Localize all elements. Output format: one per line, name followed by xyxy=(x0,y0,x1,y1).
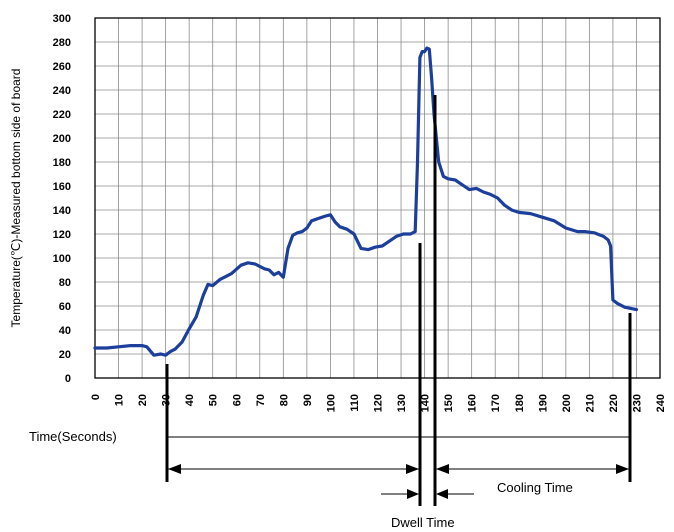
chart-grid xyxy=(94,17,661,379)
y-axis-label: Temperature(℃)-Measured bottom side of b… xyxy=(9,69,23,328)
y-tick-label: 240 xyxy=(53,85,71,97)
y-axis-tick-labels: 0 20 40 60 80 100 120 140 160 180 200 220 240 260 280 3… xyxy=(53,13,71,385)
x-tick-label: 150 xyxy=(443,394,455,412)
y-tick-label: 60 xyxy=(59,301,71,313)
x-tick-label: 50 xyxy=(208,394,220,406)
x-tick-label: 200 xyxy=(561,394,573,412)
dwell-time-label: Dwell Time xyxy=(391,515,455,530)
x-tick-label: 90 xyxy=(302,394,314,406)
time-seconds-label: Time(Seconds) xyxy=(29,429,117,444)
cooling-time-label: Cooling Time xyxy=(497,480,573,495)
x-tick-label: 120 xyxy=(373,394,385,412)
dwell-left-arrow xyxy=(381,489,419,499)
x-tick-label: 170 xyxy=(490,394,502,412)
x-axis-tick-labels: 0102030405060708090100110120130140150160… xyxy=(90,394,667,412)
x-tick-label: 180 xyxy=(514,394,526,412)
y-tick-label: 20 xyxy=(59,349,71,361)
x-tick-label: 210 xyxy=(584,394,596,412)
y-tick-label: 40 xyxy=(59,325,71,337)
y-tick-label: 200 xyxy=(53,133,71,145)
x-tick-label: 240 xyxy=(655,394,667,412)
y-tick-label: 0 xyxy=(65,373,71,385)
x-tick-label: 190 xyxy=(537,394,549,412)
x-tick-label: 40 xyxy=(184,394,196,406)
y-tick-label: 100 xyxy=(53,253,71,265)
heating-time-arrow xyxy=(168,464,419,474)
x-tick-label: 230 xyxy=(631,394,643,412)
y-tick-label: 300 xyxy=(53,13,71,25)
x-tick-label: 80 xyxy=(278,394,290,406)
x-tick-label: 60 xyxy=(231,394,243,406)
x-tick-label: 140 xyxy=(420,394,432,412)
x-tick-label: 100 xyxy=(325,394,337,412)
x-tick-label: 10 xyxy=(114,394,126,406)
y-tick-label: 160 xyxy=(53,181,71,193)
y-tick-label: 120 xyxy=(53,229,71,241)
x-tick-label: 160 xyxy=(467,394,479,412)
x-tick-label: 20 xyxy=(137,394,149,406)
temperature-curve xyxy=(93,46,639,357)
y-tick-label: 220 xyxy=(53,109,71,121)
y-tick-label: 140 xyxy=(53,205,71,217)
dwell-right-arrow xyxy=(436,489,474,499)
x-tick-label: 0 xyxy=(90,394,102,400)
y-tick-label: 280 xyxy=(53,37,71,49)
x-tick-label: 130 xyxy=(396,394,408,412)
x-tick-label: 220 xyxy=(608,394,620,412)
x-tick-label: 110 xyxy=(349,394,361,412)
x-tick-label: 70 xyxy=(255,394,267,406)
y-tick-label: 80 xyxy=(59,277,71,289)
y-tick-label: 260 xyxy=(53,61,71,73)
y-tick-label: 180 xyxy=(53,157,71,169)
cooling-time-arrow xyxy=(436,464,629,474)
plot-area-border xyxy=(94,17,661,379)
